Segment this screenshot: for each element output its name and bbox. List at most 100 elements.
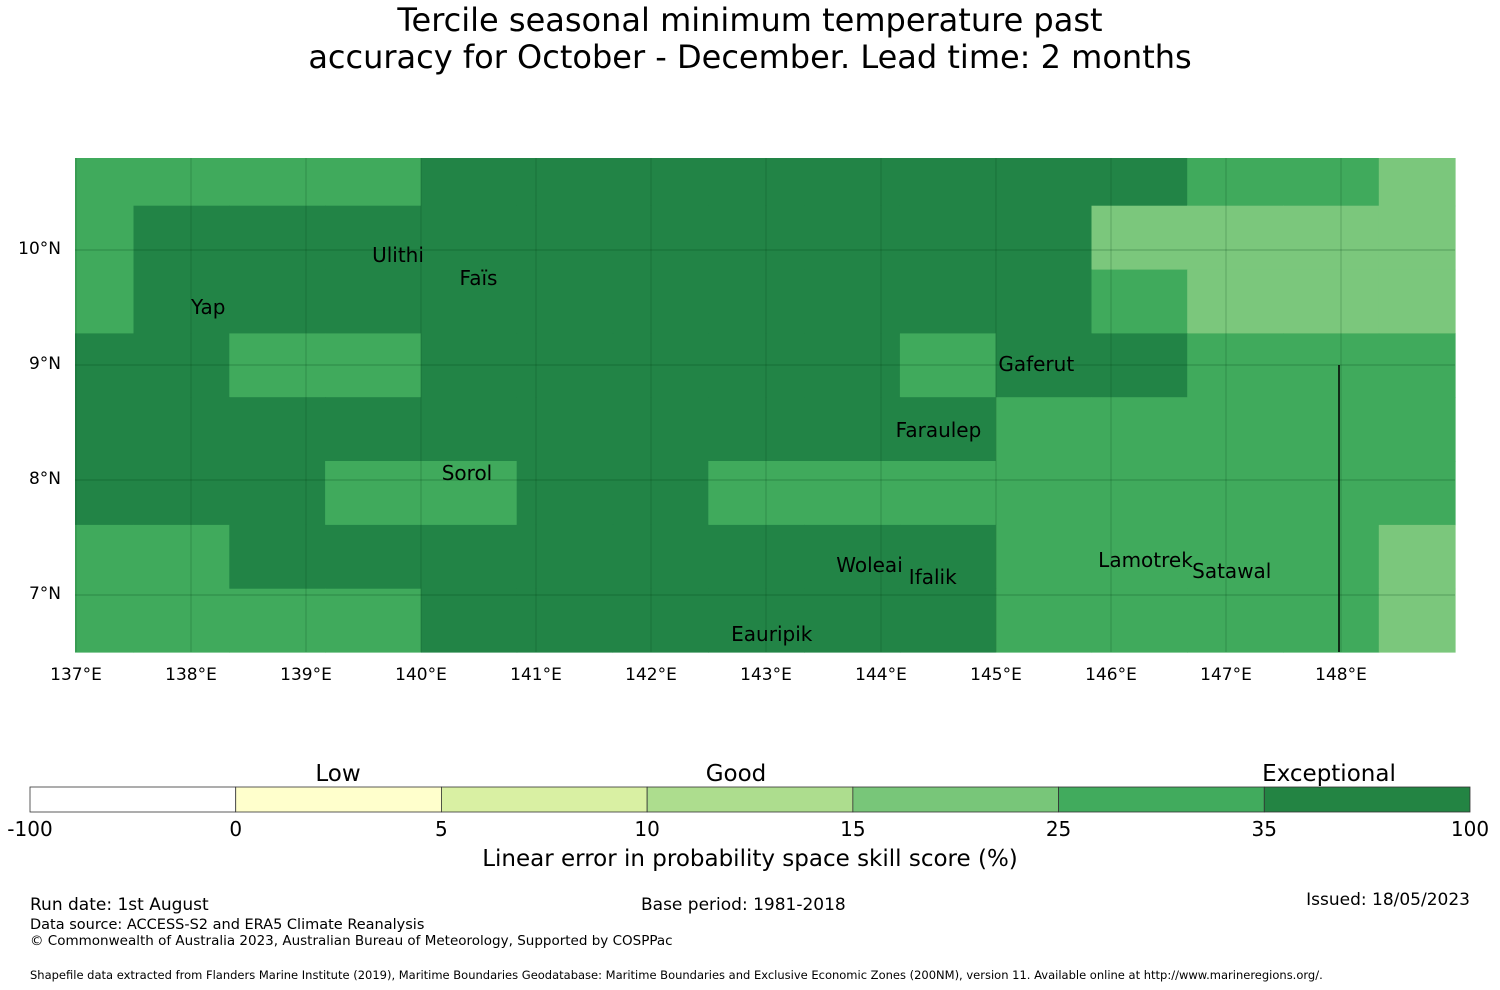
grid-cell (995, 205, 1093, 271)
grid-cell (325, 158, 422, 207)
y-tick-label: 10°N (18, 239, 61, 259)
x-tick-label: 148°E (1315, 665, 1367, 685)
grid-cell (1091, 524, 1188, 590)
grid-cell (1187, 461, 1284, 526)
map-title-line1: Tercile seasonal minimum temperature pas… (397, 1, 1103, 39)
grid-cell (899, 588, 997, 653)
map-title: Tercile seasonal minimum temperature pas… (0, 2, 1500, 76)
x-tick-label: 137°E (50, 665, 102, 685)
grid-cell (899, 333, 997, 398)
grid-cell (1378, 269, 1456, 334)
grid-cell (133, 397, 230, 462)
grid-cell (899, 461, 997, 526)
place-label: Yap (191, 294, 226, 319)
colorbar-tick-label: 15 (840, 817, 866, 841)
colorbar-segment (1058, 786, 1265, 813)
grid-cell (1187, 333, 1284, 398)
place-label: Sorol (441, 461, 493, 486)
grid-cell (708, 205, 805, 271)
grid-cell (75, 158, 135, 207)
grid-cell (229, 158, 326, 207)
place-label: Faraulep (895, 417, 982, 442)
grid-cell (516, 461, 614, 526)
grid-cell (75, 524, 135, 590)
place-label: Ulithi (372, 242, 424, 267)
grid-cell (75, 269, 135, 334)
grid-cell (420, 588, 518, 653)
grid-cell (1091, 397, 1188, 462)
copyright: © Commonwealth of Australia 2023, Austra… (30, 933, 673, 949)
x-tick-label: 138°E (165, 665, 217, 685)
grid-cell (1187, 158, 1284, 207)
x-tick-label: 145°E (970, 665, 1022, 685)
grid-cell (516, 269, 614, 334)
grid-cell (708, 524, 805, 590)
grid-cell (420, 158, 518, 207)
grid-cell (804, 588, 901, 653)
run-date: Run date: 1st August (30, 895, 209, 915)
x-tick-label: 141°E (510, 665, 562, 685)
category-good: Good (705, 761, 767, 787)
grid-cell (804, 158, 901, 207)
grid-cell (325, 205, 422, 271)
grid-cell (133, 333, 230, 398)
grid-cell (75, 588, 135, 653)
grid-cell (133, 588, 230, 653)
colorbar-segment (235, 786, 442, 813)
data-source: Data source: ACCESS-S2 and ERA5 Climate … (30, 917, 425, 933)
grid-cell (1283, 524, 1380, 590)
grid-cell (708, 333, 805, 398)
grid-cell (1283, 397, 1380, 462)
grid-cell (708, 269, 805, 334)
grid-cell (325, 397, 422, 462)
grid-cell (1187, 524, 1284, 590)
grid-cell (75, 461, 135, 526)
colorbar-segment (646, 786, 854, 813)
grid-cell (75, 205, 135, 271)
grid-cell (325, 588, 422, 653)
place-label: Lamotrek (1098, 547, 1193, 572)
grid-cell (612, 333, 709, 398)
colorbar-title: Linear error in probability space skill … (482, 846, 1018, 872)
grid-cell (1091, 205, 1188, 271)
grid-cell (325, 524, 422, 590)
place-label: Faïs (459, 265, 498, 290)
grid-cell (516, 333, 614, 398)
map-title-line2: accuracy for October - December. Lead ti… (308, 38, 1192, 76)
grid-cell (1283, 205, 1380, 271)
grid-cell (133, 205, 230, 271)
grid-cell (516, 205, 614, 271)
grid-cell (420, 397, 518, 462)
x-tick-label: 143°E (740, 665, 792, 685)
grid-cell (1283, 269, 1380, 334)
lat-lon-gridlines (75, 158, 1455, 652)
x-tick-label: 142°E (625, 665, 677, 685)
grid-cell (229, 205, 326, 271)
grid-cell (899, 524, 997, 590)
y-tick-label: 9°N (28, 354, 61, 374)
grid-cell (899, 158, 997, 207)
grid-cell (229, 269, 326, 334)
x-tick-label: 146°E (1085, 665, 1137, 685)
place-label: Gaferut (998, 352, 1075, 376)
grid-cell (995, 333, 1093, 398)
place-label: Satawal (1192, 559, 1272, 583)
colorbar-tick-label: 100 (1450, 817, 1490, 841)
grid-cell (325, 461, 422, 526)
grid-cell (899, 397, 997, 462)
category-exceptional: Exceptional (1262, 761, 1396, 787)
y-tick-label: 8°N (28, 469, 61, 489)
grid-cell (804, 333, 901, 398)
grid-cell (995, 461, 1093, 526)
grid-cell (1283, 588, 1380, 653)
grid-cell (612, 588, 709, 653)
grid-cell (899, 205, 997, 271)
grid-cell (133, 524, 230, 590)
colorbar-tick-label: 35 (1251, 817, 1277, 841)
grid-cell (229, 397, 326, 462)
grid-cell (420, 461, 518, 526)
colorbar-tick-label: 0 (229, 817, 243, 841)
grid-cell (1378, 461, 1456, 526)
grid-cell (420, 524, 518, 590)
